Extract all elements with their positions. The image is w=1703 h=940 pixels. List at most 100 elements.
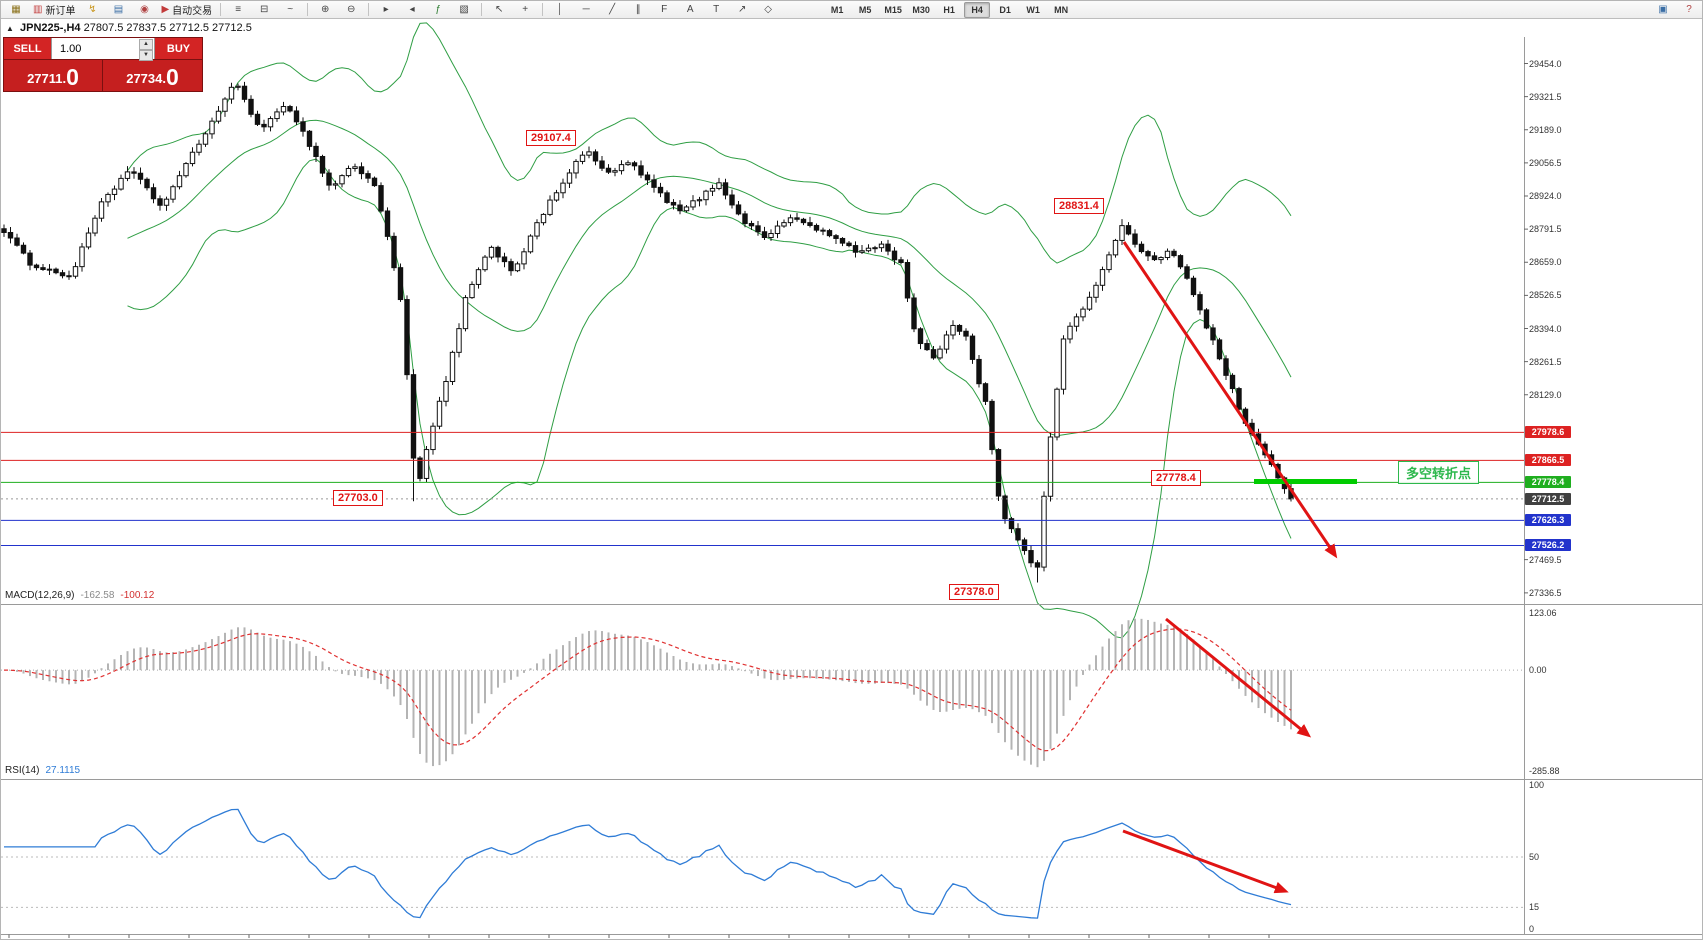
timeframe-h4[interactable]: H4 (964, 1, 991, 18)
price-annotation: 28831.4 (1054, 198, 1104, 214)
turning-point-label: 多空转折点 (1398, 461, 1480, 484)
line-chart-icon: ~ (287, 4, 294, 15)
chart-shift-icon[interactable]: ◂ (400, 1, 424, 18)
toolbar-separator (368, 3, 370, 16)
timeframe-m30[interactable]: M30 (912, 4, 930, 15)
candle-chart-icon[interactable]: ⊟ (252, 1, 276, 18)
price-axis-label: 28791.5 (1529, 224, 1562, 235)
channel-icon[interactable]: ∥ (626, 1, 650, 18)
buy-price-button[interactable]: 27734. 0 (103, 60, 202, 91)
timeframe-w1[interactable]: W1 (1026, 4, 1040, 15)
lightning-icon: ↯ (88, 4, 97, 15)
buy-button[interactable]: BUY (155, 38, 202, 59)
zoom-in-icon: ⊕ (320, 4, 330, 15)
autotrade-button-label: 自动交易 (172, 6, 213, 17)
trendline-icon: ╱ (609, 4, 616, 15)
zoom-in-icon[interactable]: ⊕ (313, 1, 337, 18)
macd-axis-label: 123.06 (1529, 608, 1557, 618)
line-chart-icon[interactable]: ~ (278, 1, 302, 18)
crosshair-icon[interactable]: + (513, 1, 537, 18)
timeframe-toolbar: M1 M5 M15 M30 H1 H4 D1 W1 MN (823, 1, 1075, 18)
vertical-line-icon[interactable]: │ (548, 1, 572, 18)
new-order-button[interactable]: ▥ 新订单 (30, 1, 78, 18)
auto-scroll-icon[interactable]: ▸ (374, 1, 398, 18)
indicators-icon: ƒ (435, 4, 441, 15)
price-tag-27978.6: 27978.6 (1525, 426, 1571, 439)
sell-price-pips: 0 (66, 64, 79, 90)
timeframe-mn[interactable]: MN (1054, 4, 1069, 15)
price-axis-label: 27336.5 (1529, 587, 1562, 598)
rsi-axis-label: 100 (1529, 780, 1545, 790)
arrow-tool-icon: ↗ (737, 4, 747, 15)
ohlc-values: 27807.5 27837.5 27712.5 27712.5 (83, 22, 252, 34)
volume-down-button[interactable]: ▼ (139, 50, 153, 61)
arrow-tool-icon[interactable]: ↗ (730, 1, 754, 18)
fibonacci-icon[interactable]: F (652, 1, 676, 18)
timeframe-d1[interactable]: D1 (999, 4, 1011, 15)
rsi-axis-label: 50 (1529, 852, 1540, 862)
macd-signal-value: -100.12 (120, 590, 155, 601)
price-axis-label: 28526.5 (1529, 290, 1562, 301)
price-axis-label: 29454.0 (1529, 58, 1562, 69)
price-axis-label: 28129.0 (1529, 389, 1562, 400)
price-annotation: 27703.0 (333, 490, 383, 506)
horizontal-line-icon[interactable]: ─ (574, 1, 598, 18)
layout-icon[interactable]: ▣ (1658, 4, 1668, 15)
lightning-icon[interactable]: ↯ (80, 1, 104, 18)
timeframe-h1[interactable]: H1 (943, 4, 955, 15)
crosshair-icon: + (522, 4, 529, 15)
price-tag-27866.5: 27866.5 (1525, 454, 1571, 467)
volume-input[interactable] (52, 41, 132, 56)
cursor-icon: ↖ (494, 4, 504, 15)
bar-chart-icon: ≡ (235, 4, 242, 15)
bar-chart-icon[interactable]: ≡ (226, 1, 250, 18)
timeframe-m5[interactable]: M5 (858, 4, 872, 15)
candle-chart-icon: ⊟ (259, 4, 269, 15)
trendline-icon[interactable]: ╱ (600, 1, 624, 18)
chart-grid-icon[interactable]: ▦ (4, 1, 28, 18)
macd-header: MACD(12,26,9) -162.58 -100.12 (5, 590, 154, 601)
toolbar-separator (220, 3, 222, 16)
fibonacci-icon: F (661, 4, 668, 15)
text-icon: A (686, 4, 694, 15)
price-tag-27626.3: 27626.3 (1525, 514, 1571, 527)
toolbar-separator (542, 3, 544, 16)
timeframe-m15[interactable]: M15 (884, 4, 902, 15)
shapes-icon[interactable]: ◇ (756, 1, 780, 18)
text-icon[interactable]: A (678, 1, 702, 18)
price-annotation: 29107.4 (526, 130, 576, 146)
macd-label: MACD(12,26,9) (5, 590, 75, 601)
template-icon[interactable]: ▧ (452, 1, 476, 18)
price-axis-label: 29056.5 (1529, 157, 1562, 168)
zoom-out-icon: ⊖ (346, 4, 356, 15)
market-watch-icon[interactable]: ▤ (106, 1, 130, 18)
price-axis-label: 28924.0 (1529, 191, 1562, 201)
vertical-line-icon: │ (557, 4, 564, 15)
rsi-label: RSI(14) (5, 765, 40, 776)
price-tag-27778.4: 27778.4 (1525, 476, 1571, 489)
toolbar: ▦ ▥ 新订单 ↯ ▤ ◉ ▶ 自动交易 ≡ ⊟ ~ ⊕ ⊖ ▸ ◂ ƒ ▧ ↖ + │ ─ ╱ ∥ F A T ↗ ◇ M1 M5 M1… (1, 1, 1702, 19)
shapes-icon: ◇ (764, 4, 772, 15)
sell-price-button[interactable]: 27711. 0 (4, 60, 103, 91)
sell-button[interactable]: SELL (4, 38, 51, 59)
buy-price-pips: 0 (165, 64, 179, 90)
alerts-icon[interactable]: ◉ (132, 1, 156, 18)
cursor-icon[interactable]: ↖ (487, 1, 511, 18)
toolbar-right-group: ▣? (1650, 1, 1702, 18)
help-icon[interactable]: ? (1686, 4, 1692, 15)
macd-axis-label: -285.88 (1529, 766, 1560, 776)
chart-grid-icon: ▦ (11, 4, 21, 15)
autotrade-button[interactable]: ▶ 自动交易 (158, 1, 215, 18)
volume-up-button[interactable]: ▲ (139, 39, 153, 50)
timeframe-m1[interactable]: M1 (830, 4, 844, 15)
price-tag-27526.2: 27526.2 (1525, 539, 1571, 552)
toolbar-separator (481, 3, 483, 16)
indicators-icon[interactable]: ƒ (426, 1, 450, 18)
volume-box: ▲ ▼ (51, 38, 155, 61)
label-icon[interactable]: T (704, 1, 728, 18)
zoom-out-icon[interactable]: ⊖ (339, 1, 363, 18)
symbol-ohlc-label: ▲ JPN225-,H4 27807.5 27837.5 27712.5 277… (6, 22, 252, 34)
autotrade-button: ▶ (161, 4, 170, 15)
collapse-trade-panel-icon[interactable]: ▲ (6, 24, 14, 33)
